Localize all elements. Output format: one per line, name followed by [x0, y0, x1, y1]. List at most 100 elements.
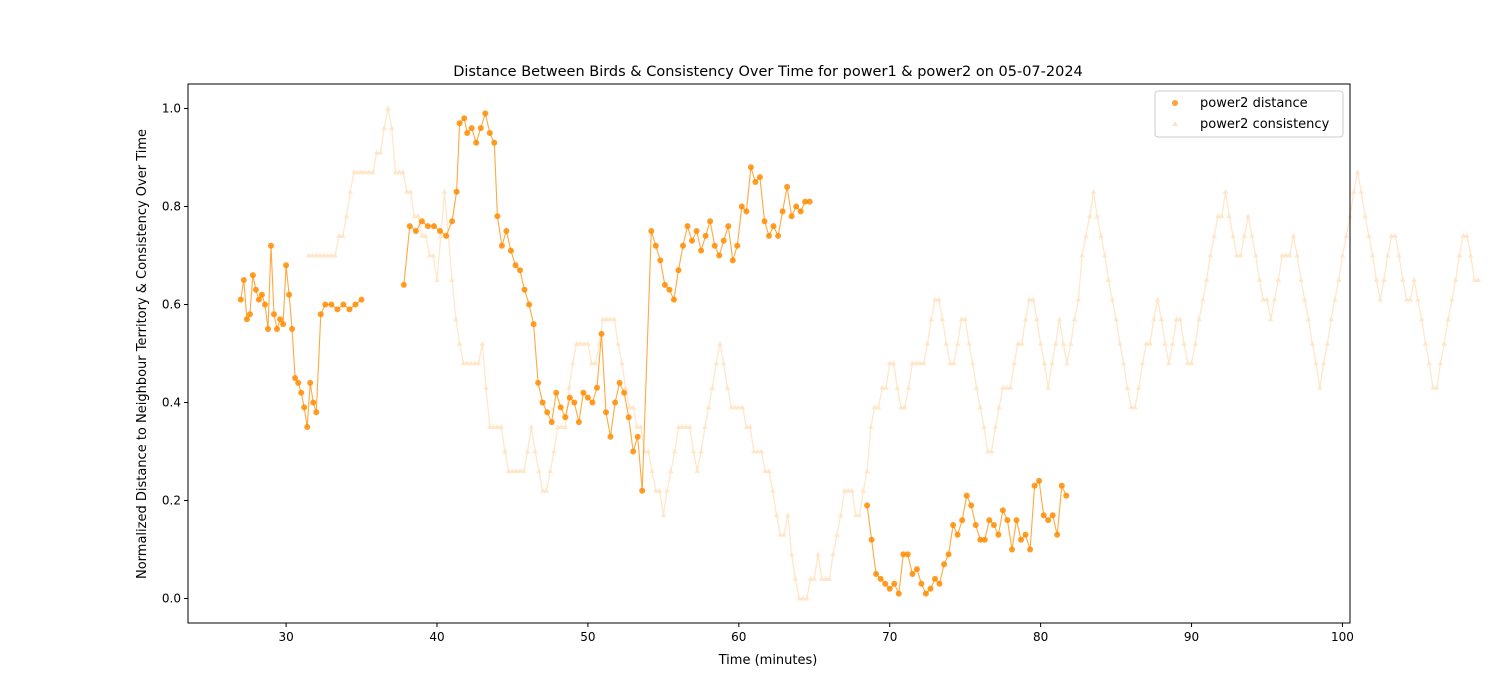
distance-point: [424, 223, 431, 230]
consistency-point: [1400, 277, 1406, 282]
distance-point: [766, 232, 772, 239]
distance-point: [406, 223, 413, 230]
consistency-point: [1441, 340, 1448, 346]
consistency-point: [392, 169, 399, 175]
consistency-point: [521, 468, 527, 474]
distance-line: [403, 111, 810, 491]
distance-point: [1018, 536, 1024, 543]
distance-point: [477, 125, 484, 132]
distance-point: [904, 551, 911, 558]
distance-point: [507, 247, 514, 254]
consistency-point: [366, 169, 372, 175]
consistency-point: [396, 169, 403, 175]
consistency-point: [355, 169, 361, 175]
consistency-point: [871, 404, 878, 410]
distance-point: [539, 399, 546, 406]
distance-point: [630, 448, 637, 455]
distance-line: [240, 245, 362, 428]
consistency-point: [415, 213, 421, 219]
consistency-point: [1301, 296, 1308, 302]
consistency-point: [1456, 252, 1463, 258]
consistency-point: [532, 448, 538, 454]
consistency-point: [430, 252, 436, 258]
consistency-point: [1019, 340, 1025, 346]
consistency-point: [739, 404, 746, 410]
consistency-point: [479, 340, 486, 346]
distance-point: [963, 492, 970, 499]
consistency-point: [607, 316, 614, 322]
consistency-point: [973, 384, 980, 390]
distance-point: [797, 208, 804, 215]
consistency-point: [1286, 252, 1293, 258]
distance-point: [1022, 531, 1029, 538]
distance-point: [346, 306, 353, 313]
consistency-point: [1158, 316, 1165, 322]
distance-point: [977, 536, 984, 543]
consistency-point: [1268, 316, 1274, 322]
consistency-point: [570, 360, 576, 366]
consistency-point: [1045, 384, 1051, 390]
consistency-point: [939, 316, 946, 322]
consistency-point: [656, 487, 663, 493]
consistency-point: [875, 404, 882, 410]
consistency-point: [1396, 252, 1402, 258]
consistency-point: [920, 360, 927, 366]
distance-point: [770, 223, 777, 230]
consistency-point: [453, 316, 459, 322]
consistency-point: [1415, 296, 1421, 302]
consistency-point: [958, 316, 965, 322]
consistency-point: [1139, 360, 1146, 366]
consistency-point: [460, 360, 467, 366]
consistency-point: [928, 316, 934, 322]
distance-point: [941, 561, 948, 568]
distance-point: [1027, 546, 1034, 553]
consistency-point: [1151, 316, 1157, 322]
consistency-point: [905, 384, 912, 390]
distance-point: [548, 419, 555, 426]
distance-point: [473, 139, 480, 146]
distance-point: [684, 223, 691, 230]
consistency-point: [932, 296, 938, 302]
distance-point: [968, 502, 975, 509]
distance-point: [262, 301, 268, 308]
y-tick-label: 1.0: [162, 102, 181, 116]
legend-distance-marker: [1172, 100, 1178, 106]
distance-point: [950, 522, 957, 528]
distance-point: [675, 267, 682, 274]
consistency-point: [385, 105, 391, 111]
consistency-point: [1437, 360, 1444, 366]
distance-point: [249, 272, 256, 279]
consistency-point: [728, 404, 735, 410]
consistency-point: [1388, 232, 1395, 238]
consistency-point: [996, 404, 1002, 410]
distance-point: [521, 286, 528, 293]
distance-point: [793, 203, 800, 210]
distance-point: [1058, 482, 1065, 489]
consistency-point: [581, 340, 587, 346]
consistency-point: [1113, 316, 1119, 322]
consistency-point: [777, 531, 784, 537]
x-axis-label: Time (minutes): [718, 653, 818, 668]
distance-point: [486, 130, 493, 136]
consistency-point: [1335, 277, 1342, 282]
distance-point: [544, 409, 551, 416]
consistency-point: [543, 487, 550, 493]
distance-point: [412, 228, 419, 234]
consistency-point: [985, 448, 991, 454]
consistency-point: [498, 424, 504, 429]
consistency-point: [1120, 360, 1127, 366]
consistency-point: [1279, 252, 1285, 258]
distance-point: [594, 384, 600, 391]
consistency-point: [1075, 296, 1082, 302]
consistency-point: [1215, 213, 1221, 219]
consistency-point: [653, 487, 659, 493]
distance-point: [802, 198, 809, 205]
consistency-point: [1332, 296, 1338, 302]
distance-point: [945, 551, 952, 558]
consistency-point: [490, 424, 497, 429]
consistency-point: [1064, 360, 1070, 366]
distance-point: [752, 179, 759, 185]
consistency-point: [1464, 232, 1470, 238]
distance-point: [265, 326, 271, 332]
legend-distance-label: power2 distance: [1200, 96, 1308, 111]
